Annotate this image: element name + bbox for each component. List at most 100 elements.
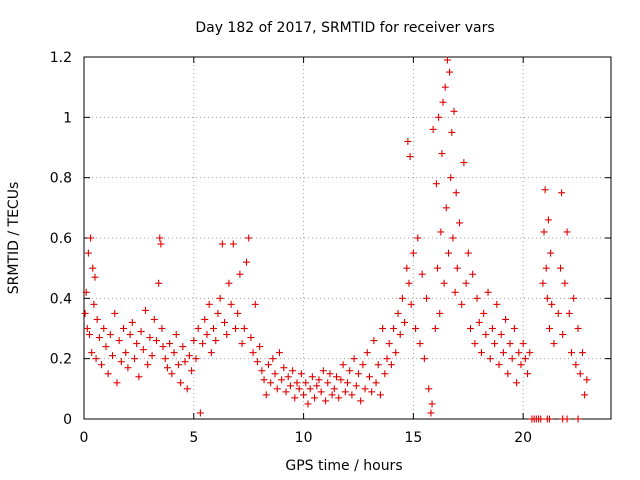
data-point bbox=[120, 325, 128, 332]
data-point bbox=[339, 361, 347, 369]
data-point bbox=[404, 137, 412, 145]
data-point bbox=[194, 325, 202, 332]
data-point bbox=[214, 309, 222, 317]
data-point bbox=[439, 98, 447, 106]
data-point bbox=[247, 334, 255, 342]
data-point bbox=[346, 367, 354, 375]
data-point bbox=[335, 394, 343, 402]
data-point bbox=[403, 264, 411, 272]
data-point bbox=[460, 159, 468, 167]
data-point bbox=[264, 361, 272, 369]
data-point bbox=[452, 189, 460, 197]
data-point bbox=[447, 174, 455, 182]
data-point bbox=[406, 153, 414, 161]
data-point bbox=[234, 309, 242, 317]
data-point bbox=[315, 376, 323, 384]
data-point bbox=[258, 367, 266, 375]
data-point bbox=[449, 234, 457, 242]
data-point bbox=[174, 361, 182, 369]
data-point bbox=[521, 355, 529, 363]
data-point bbox=[458, 300, 466, 308]
data-point bbox=[515, 349, 523, 357]
data-point bbox=[451, 288, 459, 296]
data-point bbox=[445, 249, 453, 257]
data-point bbox=[227, 300, 235, 308]
data-point bbox=[477, 349, 485, 357]
grid-lines bbox=[84, 57, 611, 419]
data-point bbox=[567, 349, 575, 357]
axis-ticks: 0 5 10 15 20 0 0.2 0.4 0.6 0.8 1 1.2 bbox=[50, 50, 611, 446]
data-point bbox=[374, 361, 382, 369]
data-point bbox=[502, 315, 510, 323]
data-point bbox=[135, 373, 143, 381]
data-point bbox=[379, 325, 387, 332]
data-point bbox=[183, 385, 191, 393]
data-point bbox=[95, 334, 103, 342]
data-point bbox=[238, 340, 246, 348]
data-point bbox=[139, 346, 147, 354]
x-tick-label: 0 bbox=[80, 430, 89, 446]
data-point bbox=[480, 309, 488, 317]
data-point bbox=[113, 379, 121, 387]
data-point bbox=[429, 125, 437, 133]
data-point bbox=[302, 379, 310, 387]
data-point bbox=[432, 180, 440, 188]
data-point bbox=[278, 376, 286, 384]
data-point bbox=[229, 240, 237, 248]
data-point bbox=[152, 337, 160, 345]
data-point bbox=[341, 388, 349, 396]
data-point bbox=[537, 415, 545, 423]
data-point bbox=[308, 373, 316, 381]
data-point bbox=[434, 264, 442, 272]
data-point bbox=[166, 340, 174, 348]
data-point bbox=[495, 361, 503, 369]
data-points bbox=[81, 56, 591, 423]
data-point bbox=[92, 355, 100, 363]
data-point bbox=[370, 337, 378, 345]
data-point bbox=[539, 279, 547, 287]
data-point bbox=[293, 379, 301, 387]
data-point bbox=[313, 382, 321, 390]
data-point bbox=[405, 279, 413, 287]
data-point bbox=[491, 340, 499, 348]
data-point bbox=[304, 400, 312, 408]
data-point bbox=[330, 385, 338, 393]
data-point bbox=[428, 400, 436, 408]
data-point bbox=[128, 318, 136, 326]
data-point bbox=[519, 340, 527, 348]
data-point bbox=[133, 340, 141, 348]
data-point bbox=[218, 240, 226, 248]
data-point bbox=[81, 309, 89, 317]
data-point bbox=[337, 376, 345, 384]
data-point bbox=[221, 318, 229, 326]
data-point bbox=[558, 189, 566, 197]
data-point bbox=[546, 415, 554, 423]
data-point bbox=[344, 379, 351, 387]
data-point bbox=[583, 376, 591, 384]
x-tick-label: 10 bbox=[295, 430, 313, 446]
data-point bbox=[179, 343, 187, 351]
data-point bbox=[486, 355, 494, 363]
data-point bbox=[357, 397, 365, 405]
data-point bbox=[172, 331, 180, 339]
data-point bbox=[475, 318, 483, 326]
data-point bbox=[317, 388, 325, 396]
data-point bbox=[504, 370, 512, 378]
data-point bbox=[137, 328, 145, 336]
data-point bbox=[269, 355, 277, 363]
x-tick-label: 15 bbox=[404, 430, 422, 446]
data-point bbox=[319, 367, 327, 375]
data-point bbox=[256, 343, 264, 351]
data-point bbox=[199, 340, 207, 348]
data-point bbox=[267, 379, 275, 387]
data-point bbox=[161, 355, 169, 363]
data-point bbox=[394, 309, 402, 317]
data-point bbox=[544, 216, 552, 224]
data-point bbox=[141, 306, 149, 314]
data-point bbox=[484, 288, 492, 296]
data-point bbox=[464, 249, 472, 257]
data-point bbox=[85, 331, 93, 339]
data-point bbox=[471, 340, 479, 348]
data-point bbox=[157, 240, 165, 248]
data-point bbox=[390, 325, 398, 332]
